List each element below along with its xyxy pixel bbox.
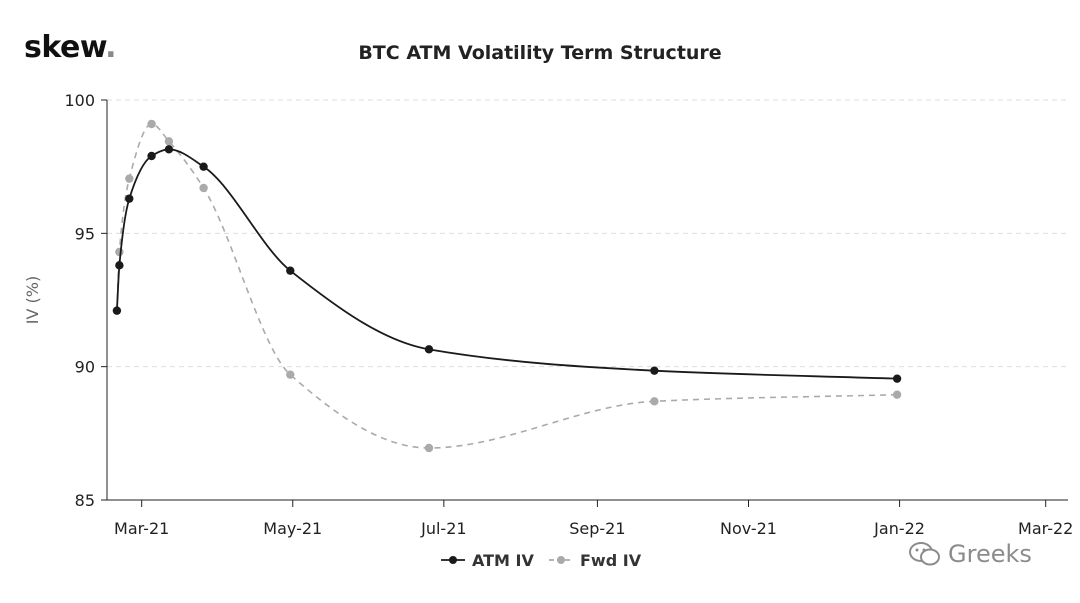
legend: ATM IV Fwd IV — [441, 551, 642, 570]
x-tick-label: Jan-22 — [873, 519, 925, 538]
atm-iv-point — [199, 162, 208, 171]
atm-iv-point — [115, 261, 124, 270]
y-tick-label: 95 — [75, 224, 95, 243]
legend-label: ATM IV — [472, 551, 535, 570]
x-tick-label: Mar-21 — [114, 519, 169, 538]
fwd-iv-point — [650, 397, 659, 406]
atm-iv-point — [125, 194, 134, 203]
x-tick-label: May-21 — [263, 519, 322, 538]
fwd-iv-point — [286, 370, 295, 379]
fwd-iv-point — [147, 119, 156, 129]
logo-dot: . — [105, 30, 117, 65]
logo-text: skew — [24, 30, 106, 65]
watermark-text: Greeks — [948, 540, 1032, 568]
legend-item-atm-iv: ATM IV — [441, 551, 535, 570]
fwd-iv-point — [892, 390, 902, 399]
legend-label: Fwd IV — [580, 551, 642, 570]
watermark: Greeks — [908, 540, 1032, 568]
fwd-iv-point — [199, 183, 208, 193]
atm-iv-point — [650, 366, 659, 375]
x-tick-label: Sep-21 — [569, 519, 625, 538]
x-tick-label: Nov-21 — [720, 519, 777, 538]
wechat-icon — [909, 542, 940, 566]
gridlines — [107, 99, 1068, 368]
y-tick-label: 100 — [64, 91, 95, 110]
skew-logo: skew. — [24, 30, 117, 65]
legend-swatch-marker — [449, 556, 457, 564]
atm-iv-point — [892, 374, 902, 383]
fwd-iv-line — [116, 123, 898, 449]
atm-iv-line — [116, 148, 898, 380]
axes: 85 90 95 100 Mar-21 May-21 Jul-21 Sep-21 Nov-21 J… — [64, 91, 1073, 538]
atm-iv-point — [164, 145, 174, 154]
fwd-iv-point — [164, 137, 174, 146]
fwd-iv-point — [125, 174, 134, 183]
legend-swatch-marker — [557, 556, 565, 564]
chart-title: BTC ATM Volatility Term Structure — [358, 42, 721, 64]
atm-iv-point — [112, 306, 122, 315]
x-tick-label: Jul-21 — [420, 519, 466, 538]
atm-iv-point — [286, 266, 295, 275]
atm-iv-point — [424, 345, 434, 354]
fwd-iv-point — [115, 247, 124, 257]
x-tick-label: Mar-22 — [1018, 519, 1073, 538]
legend-item-fwd-iv: Fwd IV — [549, 551, 642, 570]
fwd-iv-point — [424, 443, 434, 453]
y-axis-label: IV (%) — [23, 276, 42, 324]
atm-iv-point — [147, 151, 156, 161]
series-layer — [112, 119, 902, 453]
y-tick-label: 85 — [75, 491, 95, 510]
y-tick-label: 90 — [75, 358, 95, 377]
